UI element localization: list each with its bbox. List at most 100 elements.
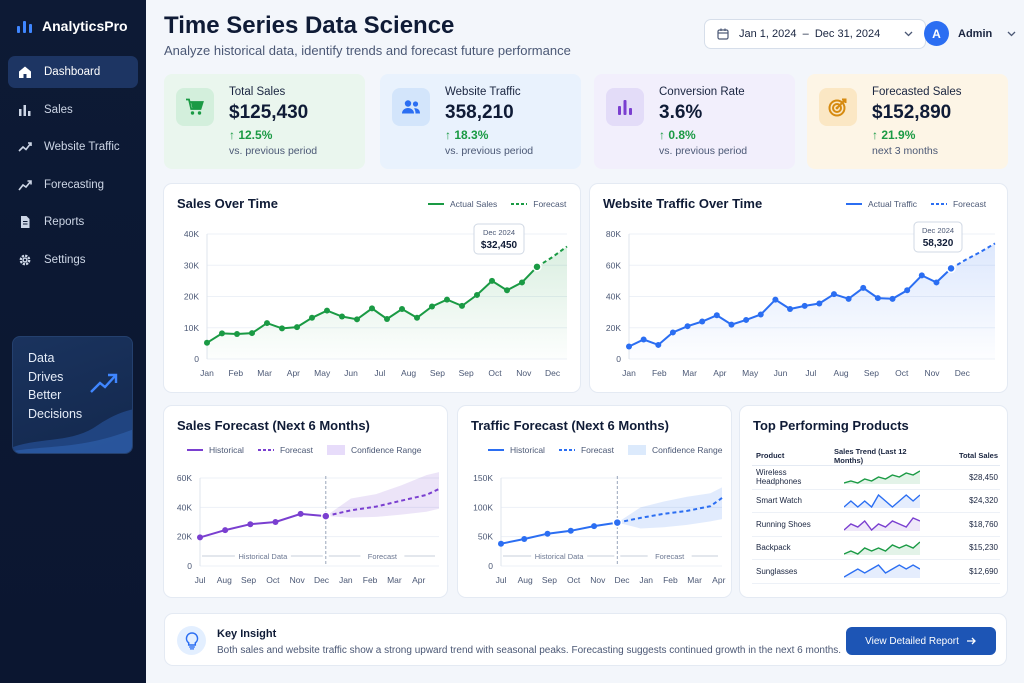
traffic-forecast-card: 0 50K 100K 150K Jul Aug Sep Oct Nov Dec Jan Feb Mar A… bbox=[457, 405, 732, 598]
sidebar-item-dashboard[interactable]: Dashboard bbox=[8, 56, 138, 88]
kpi-card-website-traffic[interactable]: Website Traffic 358,210 ↑ 18.3% vs. prev… bbox=[380, 74, 581, 169]
arrow-right-icon bbox=[966, 637, 976, 645]
x-tick-label: Aug bbox=[217, 575, 232, 585]
x-tick-label: Jul bbox=[195, 575, 206, 585]
legend-label: Actual Traffic bbox=[868, 199, 917, 209]
x-tick-label: Aug bbox=[834, 368, 849, 378]
x-tick-label: Apr bbox=[712, 575, 725, 585]
series-line-actual bbox=[199, 512, 326, 539]
insight-title: Key Insight bbox=[217, 628, 277, 640]
legend-label: Forecast bbox=[279, 445, 314, 455]
card-title: Sales Forecast (Next 6 Months) bbox=[177, 418, 370, 433]
area-fill bbox=[207, 246, 567, 359]
insight-text: Both sales and website traffic show a st… bbox=[217, 645, 842, 656]
data-point bbox=[339, 313, 345, 320]
kpi-card-total-sales[interactable]: Total Sales $125,430 ↑ 12.5% vs. previou… bbox=[164, 74, 365, 169]
kpi-label: Conversion Rate bbox=[659, 86, 745, 98]
y-tick-label: 0 bbox=[194, 354, 199, 364]
product-name: Smart Watch bbox=[756, 496, 802, 506]
user-menu[interactable]: A Admin bbox=[924, 21, 1016, 46]
legend-dashed-swatch bbox=[511, 203, 528, 205]
sidebar-item-sales[interactable]: Sales bbox=[8, 94, 138, 126]
trend-icon bbox=[18, 142, 32, 152]
legend-solid-swatch bbox=[846, 203, 862, 205]
legend-label: Historical bbox=[510, 445, 545, 455]
series-line-forecast bbox=[536, 245, 568, 268]
legend-label: Actual Sales bbox=[450, 199, 498, 209]
data-point bbox=[369, 305, 375, 312]
table-row[interactable]: Wireless Headphones $28,450 bbox=[752, 466, 1000, 490]
sales-over-time-card: 0 10K 20K 30K 40K Jan Feb Mar Apr May Jun Jul Aug Sep… bbox=[163, 183, 581, 393]
data-point bbox=[743, 316, 750, 323]
product-name: Backpack bbox=[756, 543, 791, 553]
sparkline bbox=[844, 564, 920, 579]
sidebar-item-forecasting[interactable]: Forecasting bbox=[8, 169, 138, 201]
region-label-forecast: Forecast bbox=[368, 552, 398, 561]
product-name: Running Shoes bbox=[756, 519, 811, 529]
product-total: $24,320 bbox=[969, 496, 998, 506]
sparkline-line bbox=[844, 517, 920, 532]
tooltip-value: 58,320 bbox=[923, 238, 954, 249]
kpi-subtext: vs. previous period bbox=[659, 145, 748, 157]
avatar: A bbox=[924, 21, 949, 46]
kpi-card-forecasted-sales[interactable]: Forecasted Sales $152,890 ↑ 21.9% next 3… bbox=[807, 74, 1008, 169]
chart-legend: Historical Forecast Confidence Range bbox=[187, 445, 421, 455]
x-tick-label: May bbox=[742, 368, 759, 378]
kpi-card-conversion-rate[interactable]: Conversion Rate 3.6% ↑ 0.8% vs. previous… bbox=[594, 74, 795, 169]
kpi-label: Website Traffic bbox=[445, 86, 521, 98]
y-tick-label: 50K bbox=[478, 532, 493, 542]
lightbulb-icon bbox=[185, 631, 198, 649]
sidebar-item-reports[interactable]: Reports bbox=[8, 206, 138, 238]
data-point bbox=[801, 302, 808, 309]
x-tick-label: Jun bbox=[344, 368, 358, 378]
page-subtitle: Analyze historical data, identify trends… bbox=[164, 43, 571, 58]
data-point bbox=[459, 302, 465, 309]
x-tick-label: Aug bbox=[401, 368, 416, 378]
gear-icon bbox=[19, 254, 31, 265]
date-range-picker[interactable]: Jan 1, 2024 – Dec 31, 2024 bbox=[704, 19, 926, 49]
chart-legend: Actual Traffic Forecast bbox=[846, 199, 986, 209]
data-point bbox=[384, 316, 390, 322]
forecast-icon bbox=[18, 179, 32, 190]
data-point bbox=[684, 323, 691, 330]
y-tick-label: 150K bbox=[473, 473, 493, 483]
product-name: Wireless Headphones bbox=[756, 468, 802, 487]
data-point bbox=[321, 511, 331, 521]
kpi-change: ↑ 12.5% bbox=[229, 128, 273, 142]
legend-solid-swatch bbox=[187, 449, 203, 451]
sidebar-item-settings[interactable]: Settings bbox=[8, 244, 138, 276]
promo-card: Data Drives Better Decisions bbox=[12, 336, 133, 454]
sales-forecast-chart: 0 20K 40K 60K Jul Aug Sep Oct Nov Dec Jan Feb Mar Apr… bbox=[177, 472, 440, 585]
data-point bbox=[204, 339, 210, 346]
confidence-band bbox=[617, 487, 722, 529]
x-tick-label: May bbox=[314, 368, 331, 378]
x-tick-label: Dec bbox=[545, 368, 561, 378]
table-row[interactable]: Sunglasses $12,690 bbox=[752, 560, 1000, 584]
promo-line: Drives bbox=[28, 369, 64, 384]
series-line-forecast bbox=[617, 497, 723, 524]
top-products-card: Top Performing Products Product Sales Tr… bbox=[739, 405, 1008, 598]
date-range-value: Jan 1, 2024 – Dec 31, 2024 bbox=[739, 28, 881, 40]
data-point bbox=[787, 306, 794, 312]
region-label-bg bbox=[360, 551, 405, 561]
legend-label: Forecast bbox=[533, 199, 567, 209]
logo-icon bbox=[17, 21, 32, 33]
tooltip-box bbox=[473, 223, 525, 255]
table-row[interactable]: Smart Watch $24,320 bbox=[752, 490, 1000, 513]
brand[interactable]: AnalyticsPro bbox=[0, 0, 146, 56]
data-point bbox=[272, 519, 279, 525]
series-line-actual bbox=[500, 521, 618, 545]
tooltip-label: Dec 2024 bbox=[483, 228, 515, 237]
area-fill bbox=[629, 243, 995, 359]
data-point bbox=[728, 321, 735, 328]
sidebar: AnalyticsPro Dashboard Sales Website Tra… bbox=[0, 0, 146, 683]
view-report-button[interactable]: View Detailed Report bbox=[846, 627, 996, 655]
data-point bbox=[772, 296, 779, 303]
table-row[interactable]: Backpack $15,230 bbox=[752, 537, 1000, 560]
page-title: Time Series Data Science bbox=[164, 12, 455, 39]
sparkline bbox=[844, 470, 920, 485]
sidebar-item-website-traffic[interactable]: Website Traffic bbox=[8, 131, 138, 163]
product-total: $18,760 bbox=[969, 519, 998, 529]
table-row[interactable]: Running Shoes $18,760 bbox=[752, 513, 1000, 537]
data-point bbox=[567, 527, 574, 534]
